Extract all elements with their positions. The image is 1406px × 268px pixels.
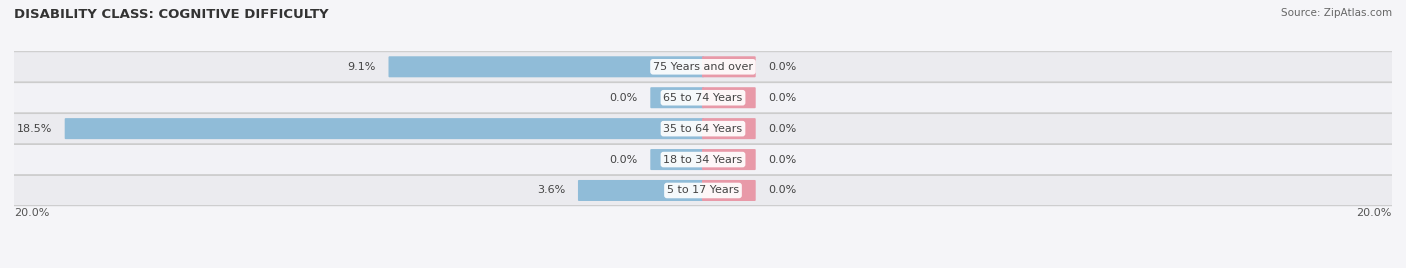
Text: 3.6%: 3.6% [537,185,565,195]
FancyBboxPatch shape [13,113,1393,144]
Text: 0.0%: 0.0% [609,93,637,103]
Text: 0.0%: 0.0% [769,185,797,195]
FancyBboxPatch shape [702,118,755,139]
FancyBboxPatch shape [651,149,704,170]
Text: 20.0%: 20.0% [1357,209,1392,218]
FancyBboxPatch shape [65,118,704,139]
Text: 18.5%: 18.5% [17,124,52,134]
FancyBboxPatch shape [702,56,755,77]
Text: 0.0%: 0.0% [769,93,797,103]
Text: 0.0%: 0.0% [609,155,637,165]
FancyBboxPatch shape [578,180,704,201]
FancyBboxPatch shape [13,144,1393,175]
Text: 18 to 34 Years: 18 to 34 Years [664,155,742,165]
Text: 65 to 74 Years: 65 to 74 Years [664,93,742,103]
FancyBboxPatch shape [702,87,755,108]
Text: 0.0%: 0.0% [769,124,797,134]
Text: 75 Years and over: 75 Years and over [652,62,754,72]
Text: DISABILITY CLASS: COGNITIVE DIFFICULTY: DISABILITY CLASS: COGNITIVE DIFFICULTY [14,8,329,21]
Text: 9.1%: 9.1% [347,62,375,72]
Legend: Male, Female: Male, Female [643,264,763,268]
Text: 0.0%: 0.0% [769,62,797,72]
FancyBboxPatch shape [388,56,704,77]
FancyBboxPatch shape [702,180,755,201]
FancyBboxPatch shape [13,52,1393,82]
Text: 5 to 17 Years: 5 to 17 Years [666,185,740,195]
FancyBboxPatch shape [13,175,1393,206]
Text: Source: ZipAtlas.com: Source: ZipAtlas.com [1281,8,1392,18]
Text: 35 to 64 Years: 35 to 64 Years [664,124,742,134]
FancyBboxPatch shape [651,87,704,108]
FancyBboxPatch shape [13,83,1393,113]
Text: 0.0%: 0.0% [769,155,797,165]
FancyBboxPatch shape [702,149,755,170]
Text: 20.0%: 20.0% [14,209,49,218]
